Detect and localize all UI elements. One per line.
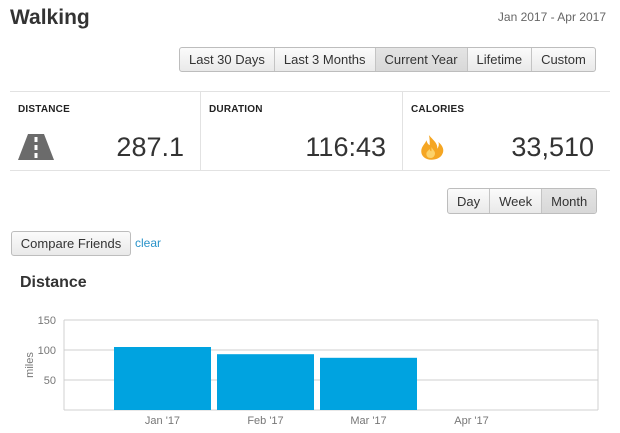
tab-last-30-days[interactable]: Last 30 Days xyxy=(189,52,265,67)
bar xyxy=(320,357,417,410)
stat-duration: DURATION 116:43 xyxy=(200,92,402,170)
y-tick-label: 150 xyxy=(38,315,56,327)
stat-value-distance: 287.1 xyxy=(116,132,184,162)
y-tick-label: 100 xyxy=(38,345,56,357)
stat-distance: DISTANCE 287.1 xyxy=(10,92,200,170)
stat-label-duration: DURATION xyxy=(209,104,263,115)
bar xyxy=(114,347,211,410)
road-icon xyxy=(18,134,54,160)
x-tick-label: Mar '17 xyxy=(350,415,386,427)
y-tick-label: 50 xyxy=(44,375,56,387)
x-tick-label: Jan '17 xyxy=(145,415,180,427)
tab-day[interactable]: Day xyxy=(457,193,481,209)
tab-current-year[interactable]: Current Year xyxy=(374,48,467,71)
page-title: Walking xyxy=(10,6,90,29)
tab-month[interactable]: Month xyxy=(541,189,597,213)
stats-summary: DISTANCE 287.1 DURATION 116:43 CALORIES … xyxy=(10,91,610,171)
compare-friends-button[interactable]: Compare Friends xyxy=(11,231,131,256)
stat-value-calories: 33,510 xyxy=(511,132,594,162)
tab-custom[interactable]: Custom xyxy=(531,48,595,71)
tab-week[interactable]: Week xyxy=(489,189,541,213)
period-selector: Day Week Month xyxy=(447,188,598,214)
x-tick-label: Apr '17 xyxy=(454,415,489,427)
chart-title: Distance xyxy=(20,274,87,291)
x-tick-label: Feb '17 xyxy=(247,415,283,427)
stat-calories: CALORIES 33,510 xyxy=(402,92,610,170)
stat-label-calories: CALORIES xyxy=(411,104,465,115)
date-range: Jan 2017 - Apr 2017 xyxy=(497,10,606,24)
range-selector: Last 30 Days Last 3 Months Current Year … xyxy=(179,47,596,72)
flame-icon xyxy=(421,135,444,160)
stat-label-distance: DISTANCE xyxy=(18,104,70,115)
clear-link[interactable]: clear xyxy=(135,236,162,250)
stat-value-duration: 116:43 xyxy=(305,132,386,162)
bar xyxy=(217,354,314,410)
tab-lifetime[interactable]: Lifetime xyxy=(466,48,532,71)
distance-chart: 50 100 150 miles Jan '17 Feb '17 Mar '17 Apr '1… xyxy=(24,315,599,427)
tab-last-3-months[interactable]: Last 3 Months xyxy=(273,48,375,71)
y-axis-label: miles xyxy=(24,352,36,378)
